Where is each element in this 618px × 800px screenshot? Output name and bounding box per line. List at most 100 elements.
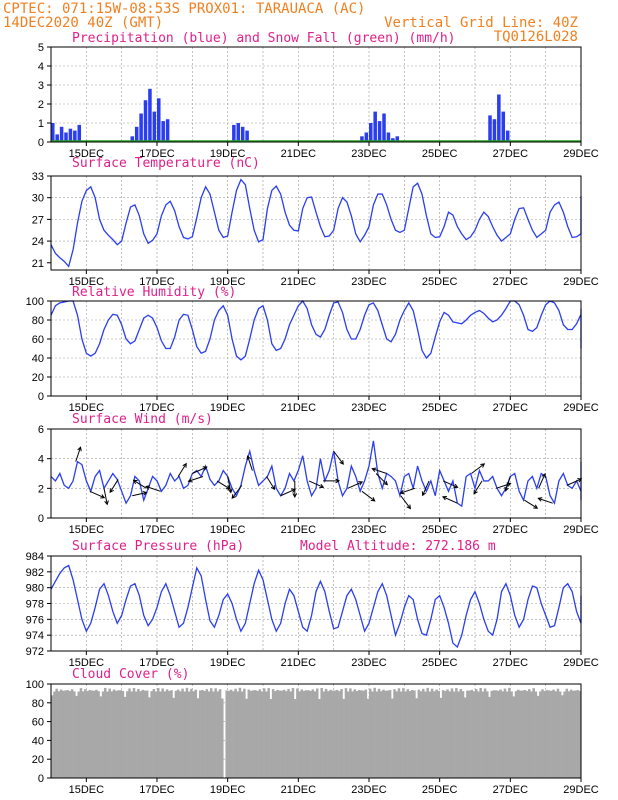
cloud-bar [366, 698, 370, 778]
wind-ytick-label: 6 [38, 424, 44, 436]
wind-arrow [192, 466, 207, 474]
cloud-bar [51, 695, 54, 778]
precip-ytick-label: 3 [38, 80, 44, 92]
cloud-bar [446, 689, 449, 778]
wind-arrow-head [231, 494, 237, 500]
temp-ytick-label: 21 [32, 258, 44, 270]
cloud-bar [313, 691, 317, 778]
cloud-bar [298, 691, 301, 778]
cloud-bar [132, 688, 136, 778]
precip-bar [130, 136, 135, 142]
cloud-bar [216, 691, 220, 778]
rh-xtick-label: 19DEC [210, 402, 246, 414]
pres-xtick-label: 25DEC [422, 657, 458, 669]
cloud-bar [245, 698, 248, 778]
cloud-bar [304, 690, 308, 778]
cloud-bar [404, 691, 407, 778]
wind-arrow [103, 488, 108, 505]
precip-bar [386, 132, 391, 142]
cloud-bar [452, 691, 456, 778]
precip-xtick-label: 23DEC [351, 148, 387, 160]
pres-xtick-label: 17DEC [139, 657, 175, 669]
wind-arrow [400, 495, 411, 509]
cloud-bar [516, 689, 520, 778]
wind-arrow [133, 479, 147, 489]
cloud-bar [251, 690, 255, 778]
cloud-bar [521, 690, 524, 778]
cloud-bar [433, 691, 436, 778]
cloud-ytick-label: 80 [32, 698, 44, 710]
cloud-bar [247, 689, 251, 778]
wind-arrow-head [480, 463, 486, 468]
cloud-bar [194, 689, 198, 778]
cloud-bar [497, 690, 500, 778]
header-date: 14DEC2020 40Z (GMT) [3, 15, 163, 31]
cloud-bar [426, 687, 429, 778]
pres-ytick-label: 982 [26, 567, 44, 579]
wind-arrow [347, 481, 363, 489]
rh-panel: 0 20 40 60 80 100 15DEC 17DEC 19DEC 21DEC 23DEC 25D… [26, 296, 599, 414]
wind-arrow [177, 463, 187, 477]
precip-xtick-label: 19DEC [210, 148, 246, 160]
cloud-bar [121, 690, 125, 778]
cloud-bar [408, 691, 412, 778]
wind-xtick-label: 25DEC [422, 524, 458, 536]
cloud-bar [355, 690, 359, 778]
cloud-bar [459, 689, 463, 778]
precip-bar [236, 123, 241, 142]
precip-bar [148, 88, 152, 142]
precip-bar [143, 100, 148, 142]
cloud-bar [419, 691, 423, 778]
cloud-bar [543, 690, 546, 778]
cloud-bar [406, 689, 410, 778]
wind-arrow [266, 476, 275, 490]
cloud-bar [561, 695, 564, 778]
cloud-ytick-label: 40 [32, 735, 44, 747]
cloud-bar [393, 689, 396, 778]
cloud-xtick-label: 25DEC [422, 784, 458, 796]
cloud-frame [50, 683, 582, 779]
pres-ytick-label: 974 [26, 630, 44, 642]
temp-ytick-label: 24 [32, 236, 44, 248]
cloud-bar [192, 691, 195, 778]
precip-bar [497, 94, 501, 142]
cloud-bar [510, 691, 513, 778]
cloud-xtick-label: 21DEC [281, 784, 317, 796]
cloud-bar [331, 690, 334, 778]
cloud-bar [327, 691, 330, 778]
wind-arrow-head [270, 485, 276, 491]
cloud-bar [88, 689, 92, 778]
cloud-bar [183, 691, 187, 778]
cloud-bar [494, 690, 498, 778]
precip-bar [51, 123, 55, 142]
wind-arrow [145, 486, 161, 492]
rh-frame [50, 300, 582, 397]
cloud-xtick-label: 19DEC [210, 784, 246, 796]
wind-arrow-head [541, 472, 546, 478]
wind-arrow [473, 480, 483, 494]
cloud-bar [154, 691, 158, 778]
precip-bar [73, 130, 77, 142]
cloud-bar [395, 691, 399, 778]
wind-arrow [400, 487, 416, 494]
wind-xtick-label: 21DEC [281, 524, 317, 536]
cloud-bar [338, 691, 341, 778]
wind-arrow-head [109, 488, 114, 494]
cloud-bar [141, 689, 145, 778]
cloud-bar [448, 691, 452, 778]
cloud-bar [424, 691, 427, 778]
cloud-bar [481, 691, 485, 778]
pres-xtick-label: 23DEC [351, 657, 387, 669]
wind-title: Surface Wind (m/s) [72, 412, 213, 427]
wind-ytick-label: 0 [38, 513, 44, 525]
cloud-bar [413, 690, 416, 778]
wind-line [50, 440, 582, 508]
cloud-bar [486, 691, 489, 778]
rh-line [50, 299, 582, 361]
rh-xtick-label: 23DEC [351, 402, 387, 414]
pres-ytick-label: 984 [26, 551, 44, 563]
precip-xtick-label: 15DEC [69, 148, 105, 160]
cloud-bar [236, 691, 240, 778]
precip-bar [492, 119, 497, 142]
wind-arrow [372, 468, 387, 474]
